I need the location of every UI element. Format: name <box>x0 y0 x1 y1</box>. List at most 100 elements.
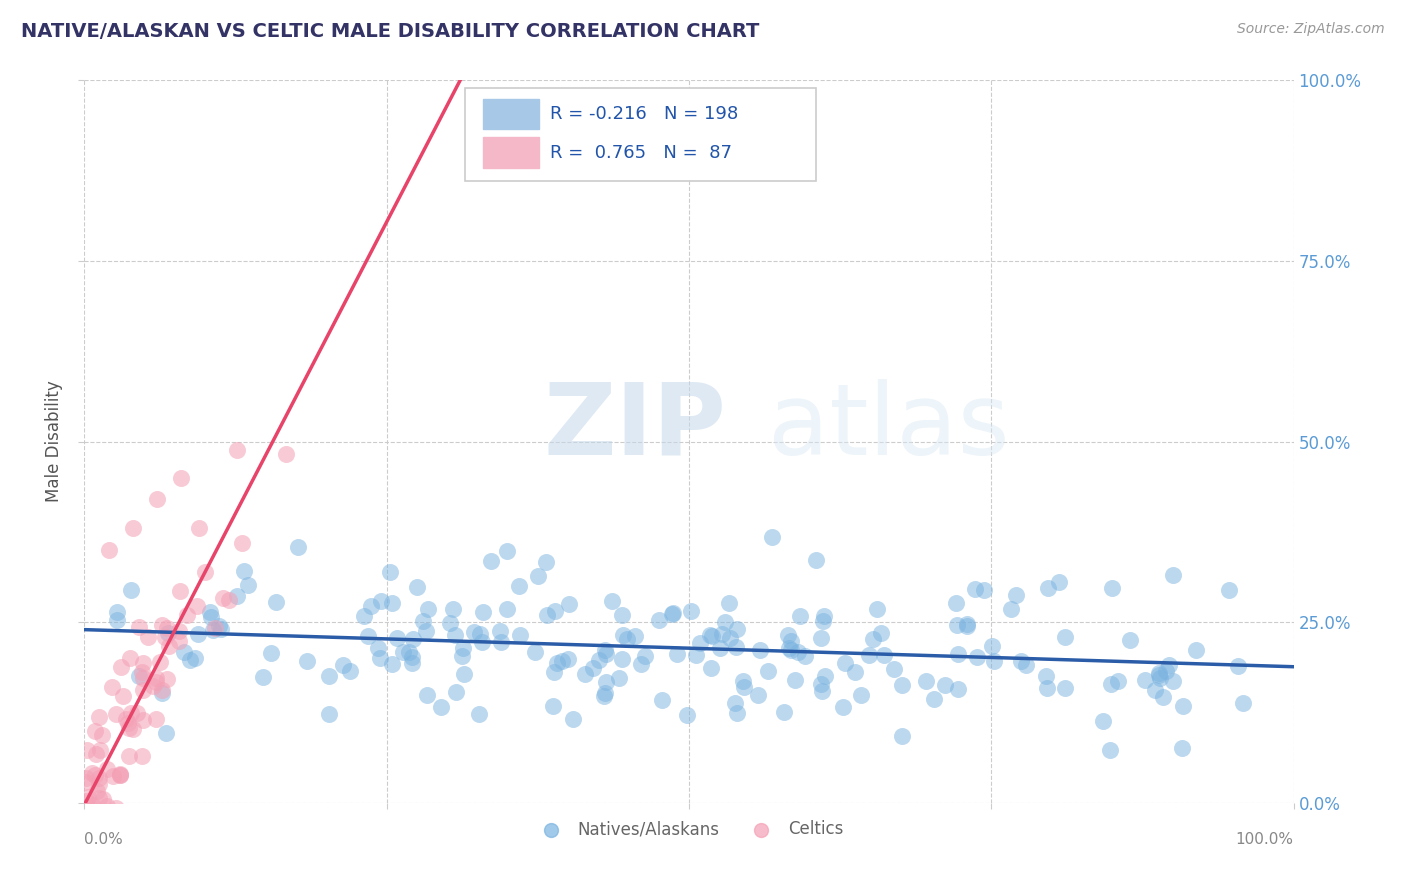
Point <box>357 629 380 643</box>
Point <box>226 443 249 458</box>
Point <box>602 594 624 608</box>
Point <box>145 671 167 685</box>
Point <box>79 831 101 846</box>
Point <box>451 648 474 663</box>
Point <box>110 768 132 782</box>
Point <box>402 632 425 646</box>
Point <box>96 762 118 776</box>
Point <box>541 699 564 714</box>
Point <box>360 599 382 613</box>
Point <box>870 625 893 640</box>
Point <box>200 609 222 624</box>
Point <box>786 645 808 659</box>
Point <box>76 831 98 846</box>
Point <box>405 580 427 594</box>
Point <box>76 817 98 831</box>
Point <box>415 624 437 638</box>
Point <box>117 721 139 735</box>
Point <box>1152 690 1174 704</box>
Point <box>105 605 128 619</box>
Point <box>689 636 711 650</box>
Point <box>523 645 546 659</box>
Point <box>381 657 404 671</box>
Point <box>582 661 605 675</box>
Point <box>1010 654 1032 668</box>
Point <box>1161 567 1184 582</box>
Point <box>89 710 111 724</box>
Point <box>1053 631 1076 645</box>
Point <box>84 723 107 738</box>
Point <box>544 604 567 618</box>
Point <box>156 622 179 636</box>
Point <box>132 671 155 685</box>
Point <box>173 645 195 659</box>
Point <box>804 552 827 566</box>
Point <box>1149 671 1171 685</box>
Point <box>731 674 754 689</box>
Point <box>956 617 979 632</box>
Text: ZIP: ZIP <box>544 378 727 475</box>
Point <box>202 623 225 637</box>
Point <box>612 607 634 622</box>
Point <box>1091 714 1114 729</box>
Point <box>862 632 884 646</box>
Point <box>562 712 585 726</box>
Point <box>231 535 253 549</box>
Point <box>159 639 181 653</box>
Point <box>1159 657 1181 672</box>
Point <box>495 602 517 616</box>
Point <box>121 521 143 535</box>
Point <box>145 712 167 726</box>
Point <box>1218 583 1240 598</box>
Point <box>131 657 153 671</box>
Point <box>132 682 155 697</box>
Point <box>412 615 434 629</box>
Point <box>1147 665 1170 680</box>
Point <box>131 748 153 763</box>
Point <box>588 653 610 667</box>
Point <box>849 688 872 702</box>
Point <box>82 831 104 846</box>
Point <box>101 680 124 694</box>
Point <box>416 601 439 615</box>
Point <box>915 674 938 689</box>
Point <box>187 627 209 641</box>
Point <box>873 648 896 662</box>
Point <box>557 652 579 666</box>
Point <box>479 553 502 567</box>
Point <box>1173 698 1195 713</box>
Point <box>76 742 98 756</box>
Point <box>761 530 783 544</box>
Point <box>495 544 517 558</box>
Point <box>131 665 153 679</box>
Point <box>115 712 138 726</box>
Legend: Natives/Alaskans, Celtics: Natives/Alaskans, Celtics <box>527 814 851 845</box>
Point <box>83 767 105 781</box>
Point <box>90 728 112 742</box>
Point <box>339 664 361 678</box>
Point <box>209 623 232 637</box>
Point <box>416 688 439 702</box>
Point <box>610 652 633 666</box>
Point <box>155 726 177 740</box>
Point <box>122 722 145 736</box>
Point <box>82 766 104 780</box>
Point <box>934 678 956 692</box>
Point <box>546 656 568 670</box>
Point <box>381 596 404 610</box>
Point <box>1232 696 1254 710</box>
Point <box>89 743 111 757</box>
Point <box>194 565 217 579</box>
Point <box>90 827 112 841</box>
Point <box>430 700 453 714</box>
Point <box>1185 642 1208 657</box>
Point <box>84 747 107 761</box>
Point <box>179 653 201 667</box>
Point <box>153 631 176 645</box>
Point <box>814 669 837 683</box>
Point <box>232 564 254 578</box>
Point <box>318 669 340 683</box>
Point <box>699 628 721 642</box>
Point <box>184 651 207 665</box>
Point <box>1118 632 1140 647</box>
